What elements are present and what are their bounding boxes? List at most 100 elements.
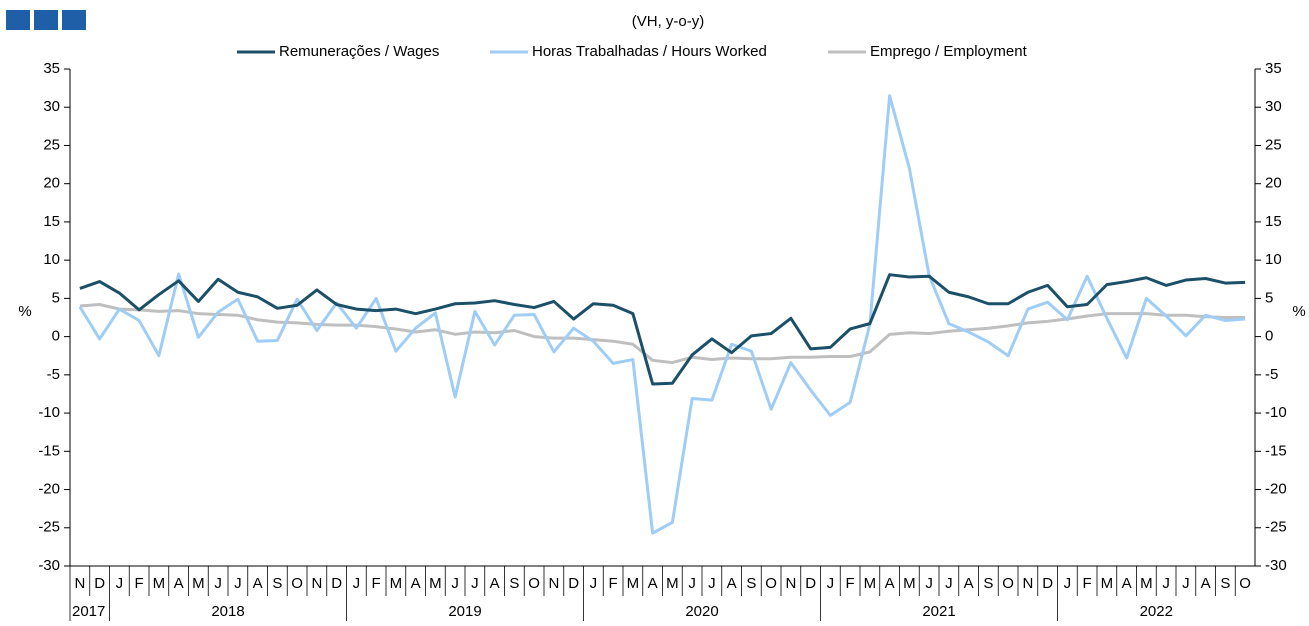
x-tick-label: A xyxy=(885,575,895,592)
x-tick-label: J xyxy=(353,575,361,592)
x-tick-label: N xyxy=(1022,575,1033,592)
y2-tick-label: 10 xyxy=(1265,251,1282,268)
y2-tick-label: -30 xyxy=(1265,557,1287,574)
x-tick-label: A xyxy=(1122,575,1132,592)
series-line xyxy=(79,273,1246,386)
x-tick-label: J xyxy=(1064,575,1072,592)
y-tick-label: 25 xyxy=(43,136,60,153)
legend-label: Horas Trabalhadas / Hours Worked xyxy=(532,43,767,60)
x-tick-label: J xyxy=(214,575,222,592)
x-tick-label: M xyxy=(627,575,640,592)
legend-label: Emprego / Employment xyxy=(870,43,1028,60)
y-axis-label: % xyxy=(18,303,31,320)
x-tick-label: A xyxy=(174,575,184,592)
y-tick-label: -30 xyxy=(38,557,60,574)
x-tick-label: M xyxy=(429,575,442,592)
y2-tick-label: 15 xyxy=(1265,213,1282,230)
x-tick-label: M xyxy=(153,575,166,592)
x-tick-label: F xyxy=(846,575,855,592)
x-tick-label: M xyxy=(903,575,916,592)
y-tick-label: 5 xyxy=(52,289,60,306)
x-tick-label: J xyxy=(925,575,933,592)
x-tick-label: O xyxy=(1002,575,1014,592)
x-tick-label: A xyxy=(727,575,737,592)
x-tick-label: O xyxy=(765,575,777,592)
x-tick-label: S xyxy=(272,575,282,592)
x-tick-label: N xyxy=(548,575,559,592)
x-tick-label: S xyxy=(746,575,756,592)
x-tick-label: M xyxy=(666,575,679,592)
y-tick-label: 0 xyxy=(52,328,60,345)
y2-tick-label: -10 xyxy=(1265,404,1287,421)
y-tick-label: -20 xyxy=(38,481,60,498)
y2-tick-label: 25 xyxy=(1265,136,1282,153)
x-tick-label: M xyxy=(1101,575,1114,592)
y-tick-label: 30 xyxy=(43,98,60,115)
y2-tick-label: 30 xyxy=(1265,98,1282,115)
year-label: 2019 xyxy=(448,603,481,620)
y-tick-label: 35 xyxy=(43,60,60,77)
year-label: 2021 xyxy=(922,603,955,620)
year-label: 2018 xyxy=(211,603,244,620)
x-tick-label: M xyxy=(390,575,403,592)
x-tick-label: N xyxy=(785,575,796,592)
x-tick-label: A xyxy=(1201,575,1211,592)
y2-axis-label: % xyxy=(1292,303,1305,320)
x-tick-label: S xyxy=(509,575,519,592)
y-tick-label: -25 xyxy=(38,519,60,536)
year-label: 2022 xyxy=(1140,603,1173,620)
x-tick-label: D xyxy=(1042,575,1053,592)
x-tick-label: N xyxy=(311,575,322,592)
series-line xyxy=(79,303,1246,365)
x-tick-label: A xyxy=(648,575,658,592)
x-tick-label: F xyxy=(1083,575,1092,592)
x-tick-label: J xyxy=(1182,575,1190,592)
y2-tick-label: 5 xyxy=(1265,289,1273,306)
x-tick-label: J xyxy=(234,575,242,592)
y-tick-label: 20 xyxy=(43,175,60,192)
x-tick-label: J xyxy=(590,575,598,592)
year-label: 2020 xyxy=(685,603,718,620)
legend-label: Remunerações / Wages xyxy=(279,43,439,60)
x-tick-label: O xyxy=(528,575,540,592)
x-tick-label: O xyxy=(1239,575,1251,592)
x-tick-label: F xyxy=(372,575,381,592)
x-tick-label: J xyxy=(708,575,716,592)
x-tick-label: D xyxy=(805,575,816,592)
logo-block xyxy=(34,10,58,30)
x-tick-label: J xyxy=(688,575,696,592)
year-label: 2017 xyxy=(72,603,105,620)
x-tick-label: F xyxy=(135,575,144,592)
x-tick-label: A xyxy=(490,575,500,592)
x-tick-label: D xyxy=(568,575,579,592)
x-tick-label: D xyxy=(94,575,105,592)
x-tick-label: J xyxy=(827,575,835,592)
y2-tick-label: -5 xyxy=(1265,366,1278,383)
x-tick-label: D xyxy=(331,575,342,592)
y-tick-label: -5 xyxy=(47,366,60,383)
x-tick-label: A xyxy=(411,575,421,592)
y2-tick-label: -25 xyxy=(1265,519,1287,536)
y2-tick-label: -15 xyxy=(1265,442,1287,459)
logo-block xyxy=(62,10,86,30)
y2-tick-label: 20 xyxy=(1265,175,1282,192)
x-tick-label: O xyxy=(291,575,303,592)
x-tick-label: M xyxy=(1140,575,1153,592)
chart-subtitle: (VH, y-o-y) xyxy=(632,13,705,30)
x-tick-label: A xyxy=(964,575,974,592)
x-tick-label: M xyxy=(864,575,877,592)
x-tick-label: J xyxy=(945,575,953,592)
logo-block xyxy=(6,10,30,30)
y-tick-label: -15 xyxy=(38,442,60,459)
series-line xyxy=(78,94,1246,535)
y-tick-label: 10 xyxy=(43,251,60,268)
y2-tick-label: 35 xyxy=(1265,60,1282,77)
y2-tick-label: -20 xyxy=(1265,481,1287,498)
y-tick-label: 15 xyxy=(43,213,60,230)
x-tick-label: M xyxy=(192,575,205,592)
x-tick-label: J xyxy=(1162,575,1170,592)
x-tick-label: J xyxy=(451,575,459,592)
y-tick-label: -10 xyxy=(38,404,60,421)
x-tick-label: N xyxy=(74,575,85,592)
